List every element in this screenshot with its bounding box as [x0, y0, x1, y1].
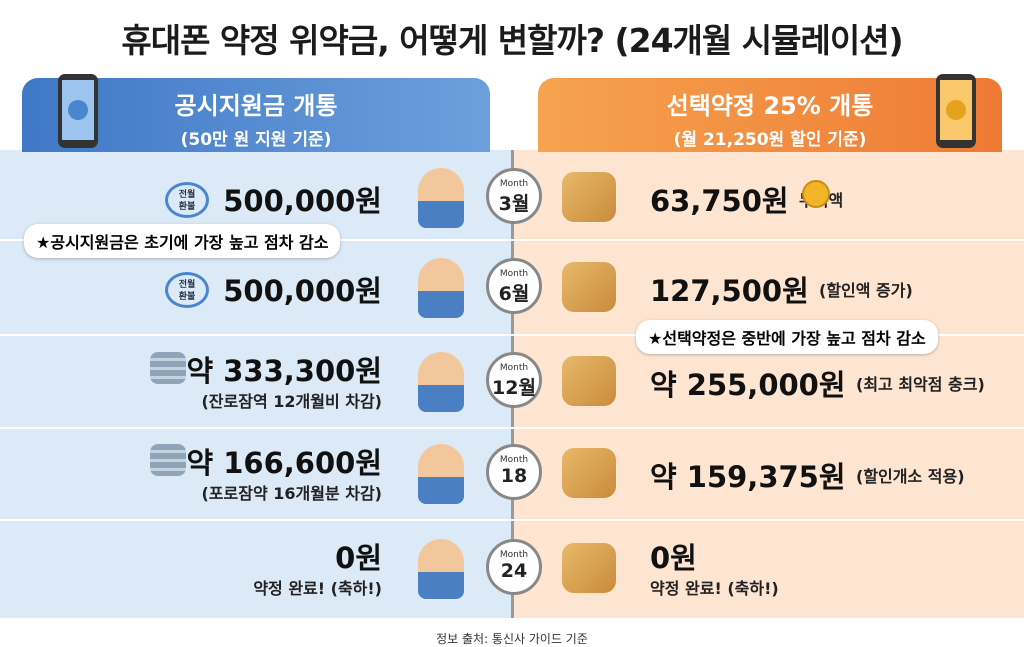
- footer: 정보 출처: 통신사 가이드 기준: [436, 632, 588, 646]
- right-amount: 63,750원: [650, 183, 789, 218]
- phone-icon: [936, 74, 976, 148]
- left-amount: 0원: [335, 541, 382, 575]
- money-icon: [562, 355, 616, 406]
- month-circle: Month 24: [486, 539, 542, 595]
- icon-text: 환불: [178, 291, 196, 302]
- right-amount: 0원: [650, 541, 697, 575]
- month-circle: Month 6월: [486, 257, 542, 314]
- month-label: 6월: [498, 282, 530, 305]
- person-icon: [418, 539, 464, 599]
- month-circle: Month 12월: [486, 351, 542, 408]
- row-separator: [0, 239, 1024, 241]
- money-icon: [562, 171, 616, 222]
- right-note: (최고 최악점 충크): [856, 374, 985, 394]
- row-separator: [0, 519, 1024, 521]
- person-icon: [418, 257, 464, 318]
- money-icon: [562, 448, 616, 498]
- left-amount: 약 333,300원: [186, 353, 382, 388]
- row-separator: [0, 334, 1024, 336]
- left-note: (포로잠약 16개월분 차감): [201, 484, 382, 503]
- person-icon: [418, 444, 464, 504]
- right-note: 약정 완료! (축하!): [650, 579, 779, 598]
- person-icon: [418, 167, 464, 228]
- coin-icon: [802, 180, 830, 208]
- month-label: 24: [500, 560, 528, 582]
- coin-stack: [150, 444, 186, 476]
- money-icon: [562, 543, 616, 593]
- header-title: 선택약정 25% 개통: [666, 92, 874, 120]
- icon-text: 전월: [178, 189, 196, 200]
- month-circle: Month 3월: [486, 167, 542, 224]
- month-caption: Month: [499, 455, 529, 465]
- right-header: 선택약정 25% 개통 (월 21,250원 할인 기준): [538, 78, 1002, 152]
- right-amount: 약 159,375원: [650, 460, 846, 494]
- month-circle: Month 18: [486, 444, 542, 500]
- phone-icon: [58, 74, 98, 148]
- month-label: 3월: [498, 192, 530, 215]
- right-note: (할인개소 적용): [856, 467, 965, 486]
- month-label: 18: [500, 465, 528, 487]
- left-note: (잔로잠역 12개월비 차감): [201, 391, 382, 411]
- coin-stack: [150, 351, 186, 384]
- title: 휴대폰 약정 위약금, 어떻게 변할까? (24개월 시뮬레이션): [121, 21, 903, 60]
- left-header: 공시지원금 개통 (50만 원 지원 기준): [22, 78, 490, 152]
- person-icon: [418, 351, 464, 412]
- right-amount: 127,500원: [650, 273, 809, 308]
- right-note: (할인액 증가): [819, 280, 913, 300]
- month-caption: Month: [499, 550, 529, 560]
- left-amount: 500,000원: [223, 273, 382, 308]
- refund-icon: 전월 환불: [165, 181, 209, 218]
- header-subtitle: (50만 원 지원 기준): [180, 130, 332, 150]
- row-separator: [0, 427, 1024, 429]
- callout: ★공시지원금은 초기에 가장 높고 점차 감소: [24, 224, 341, 258]
- month-caption: Month: [499, 268, 529, 279]
- right-amount: 약 255,000원: [650, 367, 846, 402]
- month-caption: Month: [499, 178, 529, 189]
- month-caption: Month: [499, 362, 529, 373]
- left-amount: 약 166,600원: [186, 446, 382, 480]
- left-note: 약정 완료! (축하!): [253, 579, 382, 598]
- left-amount: 500,000원: [223, 183, 382, 218]
- header-subtitle: (월 21,250원 할인 기준): [673, 130, 867, 150]
- header-title: 공시지원금 개통: [174, 92, 338, 120]
- refund-icon: 전월 환불: [165, 271, 209, 308]
- callout: ★선택약정은 중반에 가장 높고 점차 감소: [636, 320, 938, 354]
- icon-text: 전월: [178, 279, 196, 290]
- month-label: 12월: [492, 376, 536, 399]
- icon-text: 환불: [178, 201, 196, 212]
- money-icon: [562, 261, 616, 312]
